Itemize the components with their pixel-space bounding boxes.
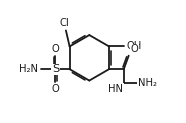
Text: HN: HN bbox=[108, 84, 123, 94]
Text: Cl: Cl bbox=[60, 18, 70, 28]
Text: O: O bbox=[131, 44, 139, 54]
Text: NH₂: NH₂ bbox=[138, 78, 157, 88]
Text: O: O bbox=[52, 84, 59, 94]
Text: OH: OH bbox=[127, 41, 142, 51]
Text: H₂N: H₂N bbox=[19, 64, 38, 74]
Text: S: S bbox=[52, 64, 59, 74]
Text: O: O bbox=[52, 44, 59, 54]
